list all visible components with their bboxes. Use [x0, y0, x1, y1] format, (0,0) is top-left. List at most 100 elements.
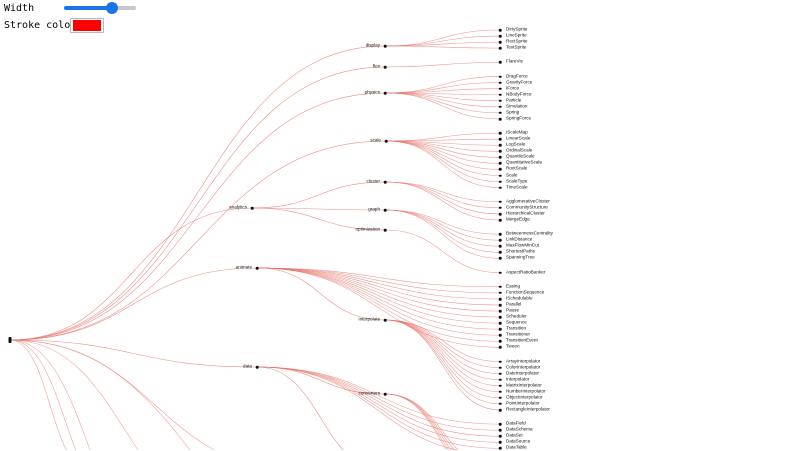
- tree-node-dot[interactable]: [498, 162, 502, 165]
- tree-node-dot[interactable]: [498, 384, 502, 388]
- tree-node-dot[interactable]: [498, 99, 502, 103]
- tree-node-dot[interactable]: [498, 315, 502, 319]
- leaf-label: MatrixInterpolator: [506, 382, 542, 388]
- tree-node-dot[interactable]: [498, 28, 502, 32]
- branch-label: graph: [368, 206, 380, 212]
- leaf-label: Particle: [506, 97, 522, 103]
- leaf-label: RectangleInterpolator: [506, 406, 550, 412]
- tree-node-dot[interactable]: [498, 174, 502, 177]
- tree-node-dot[interactable]: [498, 186, 502, 189]
- leaf-label: AgglomerativeCluster: [506, 198, 550, 204]
- branch-label: display: [365, 42, 380, 48]
- tree-node-dot[interactable]: [498, 137, 502, 141]
- slider-fill: [64, 6, 112, 10]
- tree-node-dot[interactable]: [498, 285, 502, 289]
- leaf-label: DataSchema: [506, 426, 533, 432]
- tree-node-dot[interactable]: [498, 238, 502, 242]
- tree-node-dot[interactable]: [383, 44, 387, 48]
- tree-node-dot[interactable]: [8, 337, 12, 343]
- tree-node-dot[interactable]: [498, 441, 502, 444]
- tree-node-dot[interactable]: [498, 87, 502, 90]
- tree-node-dot[interactable]: [498, 232, 502, 236]
- tree-node-dot[interactable]: [498, 378, 502, 381]
- tree-node-dot[interactable]: [498, 46, 502, 50]
- leaf-label: LinearScale: [506, 135, 531, 141]
- leaf-label: DataTable: [506, 445, 527, 451]
- tree-node-dot[interactable]: [383, 318, 387, 322]
- leaf-label: MaxFlowMinCut: [506, 242, 539, 248]
- tree-node-dot[interactable]: [498, 40, 502, 44]
- tree-node-dot[interactable]: [498, 218, 502, 222]
- leaf-label: Interpolator: [506, 376, 530, 382]
- tree-node-dot[interactable]: [383, 392, 387, 396]
- tree-node-dot[interactable]: [498, 251, 502, 254]
- tree-node-dot[interactable]: [498, 396, 502, 400]
- tree-node-dot[interactable]: [498, 200, 502, 204]
- tree-node-dot[interactable]: [498, 372, 502, 375]
- tree-node-dot[interactable]: [498, 366, 502, 369]
- leaf-label: LinkDistance: [506, 236, 533, 242]
- tree-node-dot[interactable]: [255, 365, 259, 369]
- tree-node-dot[interactable]: [498, 339, 502, 343]
- tree-node-dot[interactable]: [498, 75, 502, 78]
- leaf-label: LogScale: [506, 141, 526, 147]
- tree-node-dot[interactable]: [498, 434, 502, 438]
- tree-node-dot[interactable]: [498, 327, 502, 331]
- tree-node-dot[interactable]: [498, 291, 502, 295]
- tree-node-dot[interactable]: [498, 447, 502, 450]
- stroke-color-picker[interactable]: [70, 18, 104, 33]
- tree-node-dot[interactable]: [498, 271, 502, 274]
- leaf-label: Pause: [506, 307, 520, 313]
- tree-node-dot[interactable]: [498, 61, 502, 64]
- leaf-label: FunctionSequence: [506, 289, 545, 295]
- slider-thumb-icon[interactable]: [106, 2, 118, 14]
- tree-node-dot[interactable]: [498, 105, 502, 109]
- leaf-label: SpanningTree: [506, 255, 535, 261]
- tree-node-dot[interactable]: [383, 65, 387, 69]
- tree-node-dot[interactable]: [383, 228, 387, 232]
- tree-node-dot[interactable]: [250, 206, 254, 210]
- tree-node-dot[interactable]: [498, 402, 502, 406]
- tree-node-dot[interactable]: [383, 180, 387, 184]
- tree-node-dot[interactable]: [498, 34, 502, 38]
- tree-node-dot[interactable]: [498, 321, 502, 325]
- leaf-label: SpringForce: [506, 115, 532, 121]
- tree-node-dot[interactable]: [498, 309, 502, 313]
- leaf-label: Transitioner: [506, 331, 531, 337]
- stroke-color-label: Stroke color: [4, 20, 77, 31]
- tree-node-dot[interactable]: [498, 206, 502, 210]
- tree-node-dot[interactable]: [498, 111, 502, 115]
- tree-node-dot[interactable]: [498, 212, 502, 216]
- tree-node-dot[interactable]: [498, 422, 502, 426]
- tree-node-dot[interactable]: [498, 346, 502, 349]
- tree-node-dot[interactable]: [498, 428, 502, 432]
- tree-node-dot[interactable]: [498, 180, 502, 183]
- tree-node-dot[interactable]: [498, 93, 502, 97]
- tree-node-dot[interactable]: [498, 150, 502, 153]
- tree-node-dot[interactable]: [498, 257, 502, 260]
- leaf-label: HierarchicalCluster: [506, 210, 545, 216]
- branch-label: scale: [370, 137, 381, 143]
- tree-node-dot[interactable]: [498, 244, 502, 248]
- tree-node-dot[interactable]: [498, 156, 502, 159]
- tree-node-dot[interactable]: [498, 390, 502, 394]
- tree-node-dot[interactable]: [498, 333, 502, 337]
- tree-node-dot[interactable]: [498, 143, 502, 147]
- tree-node-dot[interactable]: [383, 208, 387, 212]
- tree-node-dot[interactable]: [498, 360, 502, 363]
- tree-node-dot[interactable]: [498, 297, 502, 301]
- tree-node-dot[interactable]: [498, 168, 502, 171]
- tree-node-dot[interactable]: [498, 408, 502, 412]
- tree-node-dot[interactable]: [498, 81, 502, 84]
- tree-node-dot[interactable]: [498, 303, 502, 307]
- tree-node-dot[interactable]: [498, 117, 502, 121]
- branch-label: flex: [372, 63, 380, 69]
- tree-node-dot[interactable]: [383, 91, 387, 95]
- tree-node-dot[interactable]: [384, 139, 388, 143]
- tree-node-dot[interactable]: [498, 131, 502, 135]
- tree-node-dot[interactable]: [255, 266, 259, 270]
- width-slider[interactable]: [64, 0, 136, 17]
- leaf-label: GravityForce: [506, 79, 533, 85]
